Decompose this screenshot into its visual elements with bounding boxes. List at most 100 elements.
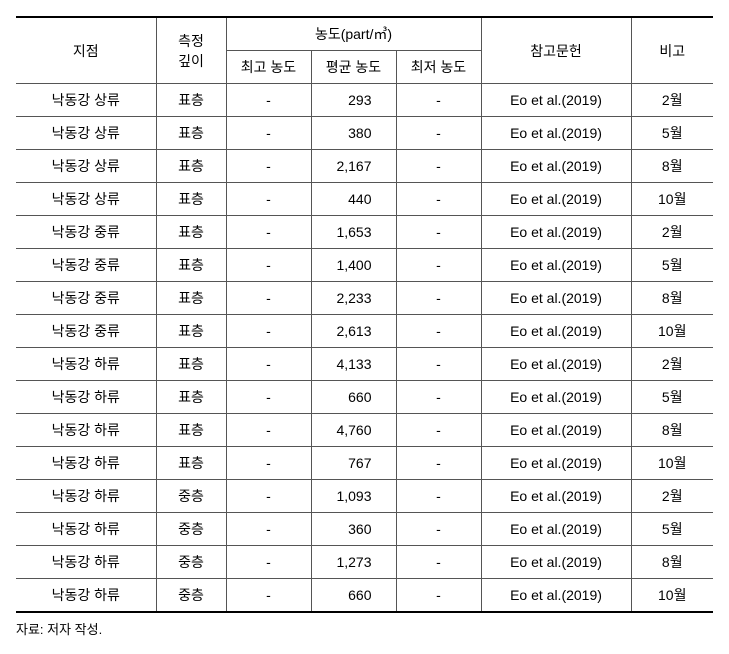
header-depth: 측정 깊이 [156, 17, 226, 84]
table-row: 낙동강 하류표층-4,760-Eo et al.(2019)8월 [16, 414, 713, 447]
table-row: 낙동강 중류표층-1,653-Eo et al.(2019)2월 [16, 216, 713, 249]
table-row: 낙동강 상류표층-293-Eo et al.(2019)2월 [16, 84, 713, 117]
cell-max: - [226, 579, 311, 613]
table-row: 낙동강 하류표층-767-Eo et al.(2019)10월 [16, 447, 713, 480]
cell-location: 낙동강 중류 [16, 216, 156, 249]
cell-reference: Eo et al.(2019) [481, 282, 631, 315]
cell-depth: 표층 [156, 315, 226, 348]
cell-location: 낙동강 하류 [16, 447, 156, 480]
table-row: 낙동강 하류중층-660-Eo et al.(2019)10월 [16, 579, 713, 613]
cell-location: 낙동강 하류 [16, 513, 156, 546]
cell-min: - [396, 480, 481, 513]
cell-min: - [396, 447, 481, 480]
cell-note: 8월 [631, 150, 713, 183]
cell-location: 낙동강 하류 [16, 546, 156, 579]
cell-depth: 표층 [156, 414, 226, 447]
cell-min: - [396, 84, 481, 117]
cell-note: 2월 [631, 84, 713, 117]
cell-location: 낙동강 하류 [16, 414, 156, 447]
cell-min: - [396, 513, 481, 546]
cell-depth: 중층 [156, 546, 226, 579]
cell-min: - [396, 315, 481, 348]
cell-avg: 1,400 [311, 249, 396, 282]
header-max: 최고 농도 [226, 51, 311, 84]
cell-depth: 표층 [156, 117, 226, 150]
cell-min: - [396, 579, 481, 613]
cell-avg: 4,760 [311, 414, 396, 447]
cell-avg: 660 [311, 579, 396, 613]
cell-min: - [396, 249, 481, 282]
cell-reference: Eo et al.(2019) [481, 216, 631, 249]
cell-note: 8월 [631, 414, 713, 447]
cell-min: - [396, 546, 481, 579]
cell-reference: Eo et al.(2019) [481, 381, 631, 414]
cell-min: - [396, 183, 481, 216]
cell-avg: 1,273 [311, 546, 396, 579]
cell-depth: 표층 [156, 150, 226, 183]
cell-depth: 표층 [156, 447, 226, 480]
cell-depth: 표층 [156, 84, 226, 117]
cell-depth: 중층 [156, 513, 226, 546]
cell-note: 5월 [631, 249, 713, 282]
cell-note: 10월 [631, 315, 713, 348]
table-body: 낙동강 상류표층-293-Eo et al.(2019)2월낙동강 상류표층-3… [16, 84, 713, 613]
cell-depth: 중층 [156, 579, 226, 613]
cell-avg: 380 [311, 117, 396, 150]
cell-note: 5월 [631, 513, 713, 546]
header-location: 지점 [16, 17, 156, 84]
cell-max: - [226, 480, 311, 513]
cell-avg: 2,613 [311, 315, 396, 348]
cell-reference: Eo et al.(2019) [481, 579, 631, 613]
cell-avg: 767 [311, 447, 396, 480]
cell-avg: 1,653 [311, 216, 396, 249]
table-row: 낙동강 중류표층-2,613-Eo et al.(2019)10월 [16, 315, 713, 348]
header-min: 최저 농도 [396, 51, 481, 84]
cell-reference: Eo et al.(2019) [481, 348, 631, 381]
cell-min: - [396, 348, 481, 381]
cell-location: 낙동강 상류 [16, 84, 156, 117]
cell-depth: 표층 [156, 282, 226, 315]
cell-max: - [226, 315, 311, 348]
table-row: 낙동강 상류표층-2,167-Eo et al.(2019)8월 [16, 150, 713, 183]
header-avg: 평균 농도 [311, 51, 396, 84]
cell-reference: Eo et al.(2019) [481, 546, 631, 579]
concentration-table: 지점 측정 깊이 농도(part/㎥) 참고문헌 비고 최고 농도 평균 농도 … [16, 16, 713, 613]
cell-min: - [396, 150, 481, 183]
cell-note: 8월 [631, 546, 713, 579]
cell-avg: 440 [311, 183, 396, 216]
cell-max: - [226, 414, 311, 447]
cell-reference: Eo et al.(2019) [481, 150, 631, 183]
table-row: 낙동강 상류표층-380-Eo et al.(2019)5월 [16, 117, 713, 150]
table-row: 낙동강 하류표층-4,133-Eo et al.(2019)2월 [16, 348, 713, 381]
cell-max: - [226, 117, 311, 150]
table-row: 낙동강 중류표층-1,400-Eo et al.(2019)5월 [16, 249, 713, 282]
cell-min: - [396, 282, 481, 315]
cell-location: 낙동강 하류 [16, 579, 156, 613]
cell-max: - [226, 249, 311, 282]
cell-note: 2월 [631, 348, 713, 381]
cell-avg: 660 [311, 381, 396, 414]
cell-reference: Eo et al.(2019) [481, 414, 631, 447]
cell-reference: Eo et al.(2019) [481, 249, 631, 282]
table-header: 지점 측정 깊이 농도(part/㎥) 참고문헌 비고 최고 농도 평균 농도 … [16, 17, 713, 84]
table-row: 낙동강 상류표층-440-Eo et al.(2019)10월 [16, 183, 713, 216]
cell-max: - [226, 84, 311, 117]
cell-min: - [396, 117, 481, 150]
cell-location: 낙동강 상류 [16, 117, 156, 150]
cell-note: 10월 [631, 579, 713, 613]
cell-location: 낙동강 중류 [16, 249, 156, 282]
header-note: 비고 [631, 17, 713, 84]
cell-avg: 1,093 [311, 480, 396, 513]
cell-depth: 표층 [156, 348, 226, 381]
cell-reference: Eo et al.(2019) [481, 315, 631, 348]
cell-max: - [226, 183, 311, 216]
table-row: 낙동강 중류표층-2,233-Eo et al.(2019)8월 [16, 282, 713, 315]
cell-avg: 293 [311, 84, 396, 117]
cell-location: 낙동강 상류 [16, 150, 156, 183]
cell-min: - [396, 381, 481, 414]
table-caption: 자료: 저자 작성. [16, 619, 713, 638]
cell-max: - [226, 447, 311, 480]
cell-reference: Eo et al.(2019) [481, 447, 631, 480]
table-row: 낙동강 하류중층-360-Eo et al.(2019)5월 [16, 513, 713, 546]
table-row: 낙동강 하류표층-660-Eo et al.(2019)5월 [16, 381, 713, 414]
